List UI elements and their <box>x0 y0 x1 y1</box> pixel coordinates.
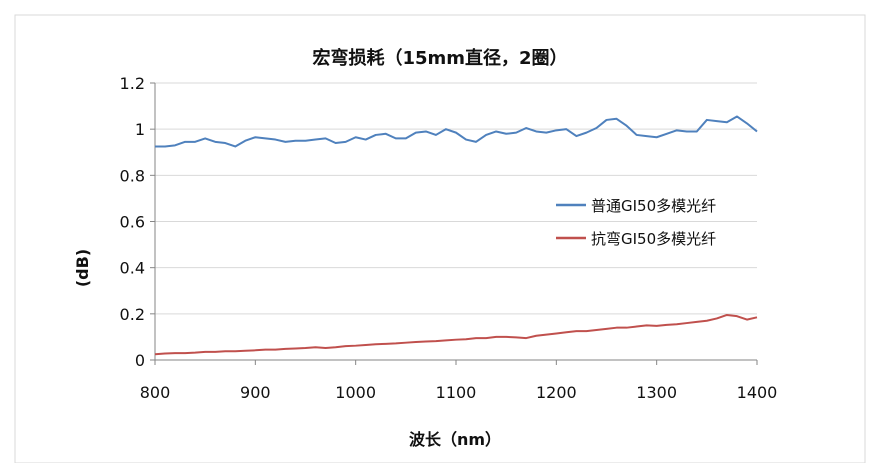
chart-title: 宏弯损耗（15mm直径，2圈） <box>312 47 567 69</box>
x-axis-label: 波长（nm） <box>409 430 501 449</box>
series-line-0 <box>155 115 758 148</box>
y-tick-label: 0 <box>135 351 145 370</box>
series-line-1 <box>154 313 758 356</box>
x-tick-label: 900 <box>240 383 271 402</box>
y-tick-label: 1 <box>135 120 145 139</box>
y-tick-label: 1.2 <box>120 74 145 93</box>
y-tick-label: 0.2 <box>120 305 145 324</box>
x-tick-label: 1200 <box>536 383 577 402</box>
x-tick-label: 1400 <box>737 383 778 402</box>
x-tick-label: 1000 <box>335 383 376 402</box>
gridlines <box>155 82 757 315</box>
x-axis-ticks: 800 900 1000 1100 1200 1300 1400 <box>140 360 778 402</box>
series-lines <box>154 115 758 356</box>
y-tick-label: 0.6 <box>120 213 145 232</box>
y-axis-ticks: 0 0.2 0.4 0.6 0.8 1 1.2 <box>120 74 155 370</box>
x-tick-label: 800 <box>140 383 171 402</box>
legend-label: 普通GI50多模光纤 <box>591 197 716 215</box>
y-axis-label: (dB) <box>73 249 92 287</box>
y-tick-label: 0.8 <box>120 166 145 185</box>
x-tick-label: 1100 <box>436 383 477 402</box>
chart-frame <box>14 14 866 464</box>
y-tick-label: 0.4 <box>120 259 145 278</box>
x-tick-label: 1300 <box>636 383 677 402</box>
legend-label: 抗弯GI50多模光纤 <box>591 230 716 248</box>
